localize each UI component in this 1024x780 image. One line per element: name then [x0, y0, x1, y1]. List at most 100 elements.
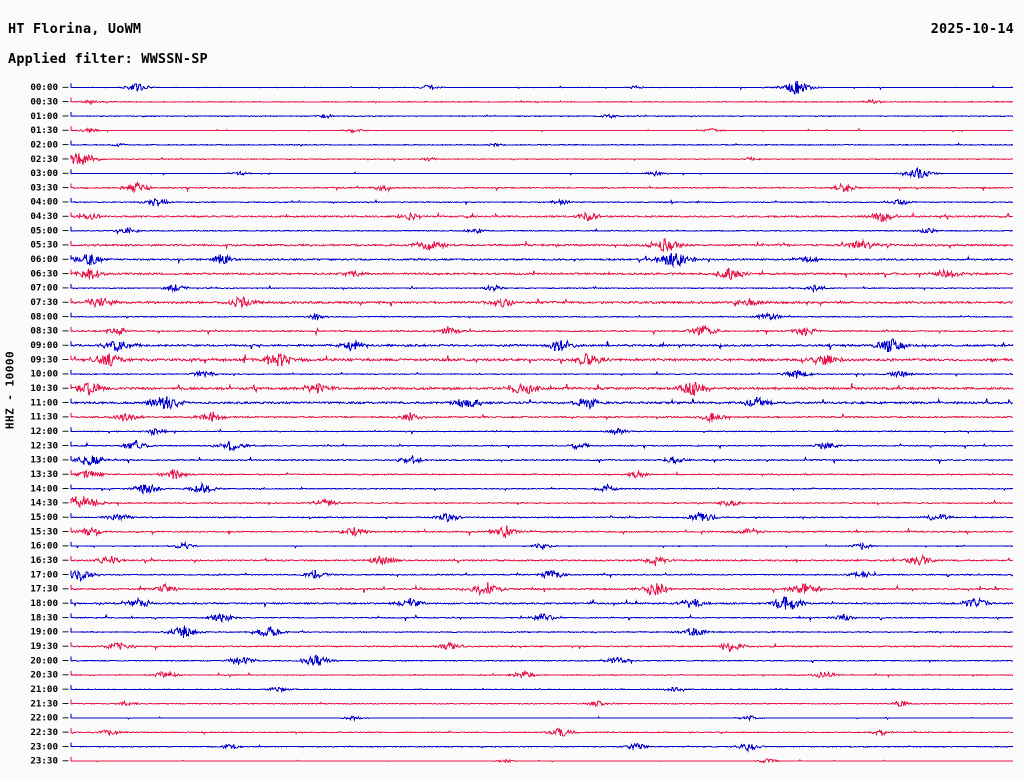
time-tick-label: 07:30	[30, 297, 58, 308]
time-tick-label: 23:30	[30, 756, 58, 767]
time-tick-label: 15:30	[30, 526, 58, 537]
trace-row	[70, 756, 1014, 764]
time-tick-label: 19:00	[30, 627, 58, 638]
record-date: 2025-10-14	[930, 21, 1014, 37]
helicorder-traces: 00:00 00:30 01:00 01:30 02:00 02:30 03:00 03:30…	[30, 81, 1014, 767]
time-tick-label: 06:30	[30, 268, 58, 279]
trace-row	[70, 699, 1014, 708]
time-tick-label: 03:30	[30, 182, 58, 193]
time-tick-label: 17:30	[30, 584, 58, 595]
trace-row	[70, 81, 1014, 95]
helicorder-plot: 00:00 00:30 01:00 01:30 02:00 02:30 03:00 03:30…	[0, 78, 1024, 778]
seismic-trace	[70, 625, 1014, 638]
trace-row	[70, 238, 1014, 253]
seismic-trace	[70, 381, 1014, 396]
trace-row	[70, 742, 1014, 753]
trace-row	[70, 625, 1014, 638]
trace-row	[70, 511, 1014, 523]
time-tick-label: 11:30	[30, 412, 58, 423]
time-tick-label: 18:30	[30, 612, 58, 623]
trace-row	[70, 324, 1014, 337]
trace-row	[70, 685, 1014, 694]
seismic-trace	[70, 469, 1014, 480]
seismic-trace	[70, 742, 1014, 753]
seismic-trace	[70, 427, 1014, 436]
seismic-trace	[70, 180, 1014, 194]
seismic-trace	[70, 481, 1014, 496]
seismic-trace	[70, 311, 1014, 322]
time-tick-label: 16:30	[30, 555, 58, 566]
trace-row	[70, 252, 1014, 268]
seismic-trace	[70, 296, 1014, 309]
trace-row	[70, 496, 1014, 509]
seismic-trace	[70, 152, 1014, 166]
trace-row	[70, 641, 1014, 653]
time-tick-label: 02:30	[30, 154, 58, 165]
seismic-trace	[70, 454, 1014, 467]
seismic-trace	[70, 570, 1014, 582]
seismic-trace	[70, 226, 1014, 235]
time-tick-label: 07:00	[30, 283, 58, 294]
trace-row	[70, 582, 1014, 597]
trace-row	[70, 267, 1014, 281]
trace-row	[70, 525, 1014, 538]
seismic-trace	[70, 525, 1014, 538]
time-tick-label: 01:00	[30, 111, 58, 122]
trace-row	[70, 381, 1014, 396]
time-tick-label: 09:00	[30, 340, 58, 351]
time-tick-label: 08:30	[30, 326, 58, 337]
trace-row	[70, 97, 1014, 105]
seismic-trace	[70, 98, 1014, 105]
trace-row	[70, 126, 1014, 135]
trace-row	[70, 670, 1014, 679]
trace-row	[70, 439, 1014, 452]
seismic-trace	[70, 758, 1014, 764]
time-tick-label: 00:00	[30, 82, 58, 93]
time-tick-label: 21:00	[30, 684, 58, 695]
seismic-trace	[70, 197, 1014, 207]
time-tick-label: 20:00	[30, 655, 58, 666]
time-tick-label: 22:00	[30, 713, 58, 724]
seismic-trace	[70, 252, 1014, 268]
trace-row	[70, 211, 1014, 223]
time-tick-label: 12:00	[30, 426, 58, 437]
seismic-trace	[70, 267, 1014, 281]
seismic-trace	[70, 641, 1014, 653]
seismic-trace	[70, 727, 1014, 737]
time-tick-label: 22:30	[30, 727, 58, 738]
time-tick-label: 01:30	[30, 125, 58, 136]
seismic-trace	[70, 553, 1014, 566]
seismic-trace	[70, 369, 1014, 379]
seismic-trace	[70, 166, 1014, 179]
time-tick-label: 18:00	[30, 598, 58, 609]
time-tick-label: 10:00	[30, 369, 58, 380]
time-tick-label: 08:00	[30, 311, 58, 322]
trace-row	[70, 613, 1014, 624]
seismic-trace	[70, 211, 1014, 223]
seismic-trace	[70, 613, 1014, 624]
time-tick-label: 16:00	[30, 541, 58, 552]
seismic-trace	[70, 411, 1014, 424]
trace-row	[70, 369, 1014, 379]
trace-row	[70, 338, 1014, 353]
trace-row	[70, 596, 1014, 610]
trace-row	[70, 481, 1014, 496]
seismic-trace	[70, 714, 1014, 722]
time-tick-label: 11:00	[30, 397, 58, 408]
trace-row	[70, 140, 1014, 148]
seismic-trace	[70, 396, 1014, 411]
time-tick-label: 02:00	[30, 139, 58, 150]
trace-row	[70, 152, 1014, 166]
trace-row	[70, 226, 1014, 235]
seismic-trace	[70, 284, 1014, 294]
page-title: HT Florina, UoWM	[8, 21, 142, 37]
trace-row	[70, 727, 1014, 737]
trace-row	[70, 111, 1014, 120]
trace-row	[70, 311, 1014, 322]
time-tick-label: 04:30	[30, 211, 58, 222]
time-tick-label: 23:00	[30, 741, 58, 752]
seismic-trace	[70, 338, 1014, 353]
time-tick-label: 05:00	[30, 225, 58, 236]
seismic-trace	[70, 127, 1014, 135]
time-tick-label: 12:30	[30, 440, 58, 451]
